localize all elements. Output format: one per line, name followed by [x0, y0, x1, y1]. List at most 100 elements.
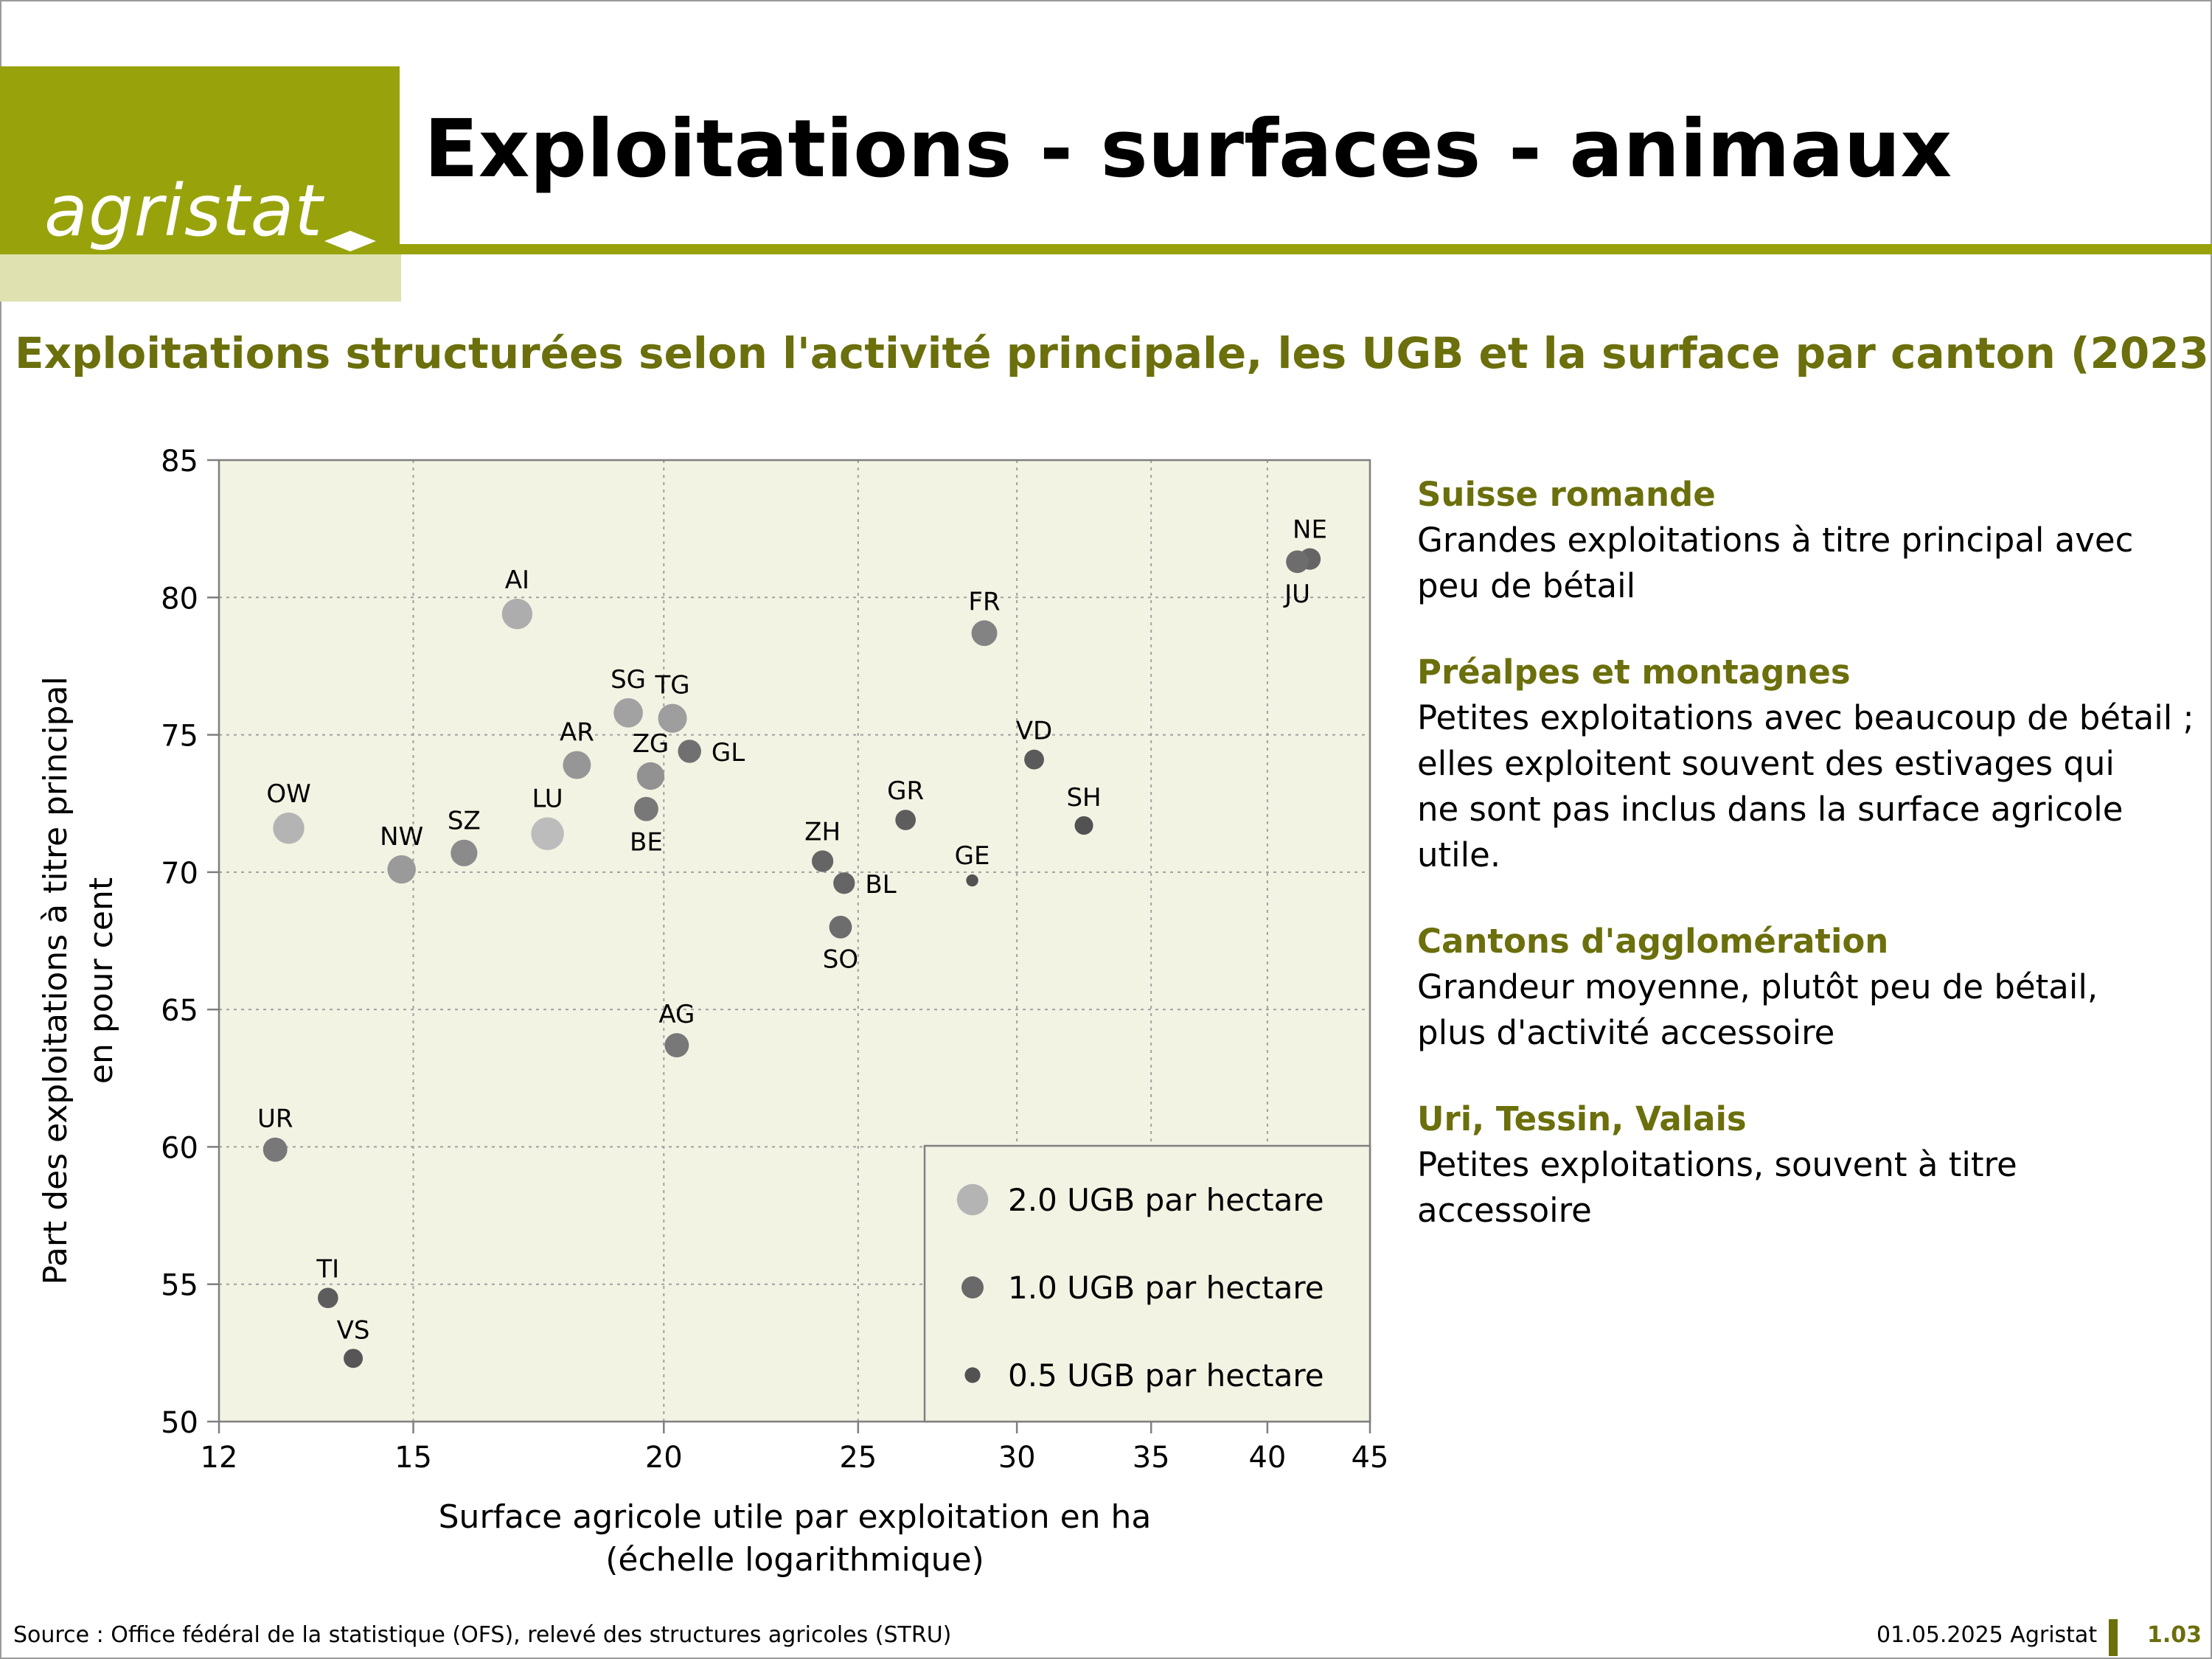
- x-tick-label: 12: [201, 1441, 238, 1475]
- data-point: [501, 598, 533, 630]
- x-tick-label: 25: [839, 1441, 877, 1475]
- legend-label: 0.5 UGB par hectare: [1008, 1357, 1324, 1394]
- data-point: [262, 1137, 288, 1162]
- chart-subtitle: Exploitations structurées selon l'activi…: [15, 328, 2212, 378]
- data-points: NE JU AI FR SG TG AR ZG GL VD BE GR SH OW LU SZ NW ZH GE BL…: [257, 515, 1327, 1368]
- region-description: Petites exploitations, souvent à titre a…: [1417, 1145, 2017, 1230]
- data-point: [633, 796, 658, 821]
- footer-date: 01.05.2025 Agristat: [1877, 1622, 2098, 1648]
- data-point: [563, 751, 591, 779]
- y-tick-label: 80: [161, 582, 198, 616]
- x-tick-label: 20: [645, 1441, 683, 1475]
- point-label: AG: [658, 1000, 695, 1029]
- agristat-logo: agristat: [0, 66, 400, 278]
- region-explanations: Suisse romande Grandes exploitations à t…: [1417, 472, 2199, 1274]
- data-point: [1286, 550, 1309, 574]
- region-description: Grandes exploitations à titre principal …: [1417, 521, 2134, 605]
- data-point: [811, 850, 834, 872]
- data-point: [317, 1287, 338, 1309]
- source-note: Source : Office fédéral de la statistiqu…: [13, 1622, 952, 1648]
- point-label: GL: [712, 738, 745, 768]
- data-point: [895, 810, 917, 830]
- page-title: Exploitations - surfaces - animaux: [424, 103, 1952, 195]
- region-title: Uri, Tessin, Valais: [1417, 1099, 1747, 1138]
- x-tick-label: 40: [1248, 1441, 1286, 1475]
- legend-label: 2.0 UGB par hectare: [1008, 1182, 1324, 1218]
- logo-text: agristat: [44, 170, 324, 252]
- point-label: SZ: [448, 807, 481, 836]
- point-label: VD: [1016, 717, 1052, 746]
- point-label: OW: [266, 779, 310, 809]
- point-label: SH: [1066, 783, 1101, 813]
- point-label: BE: [630, 828, 663, 858]
- y-axis-label-unit: en pour cent: [83, 877, 120, 1084]
- data-point: [971, 620, 998, 647]
- point-label: GR: [887, 776, 924, 806]
- x-tick-label: 35: [1133, 1441, 1170, 1475]
- data-point: [1074, 815, 1093, 835]
- data-point: [344, 1349, 364, 1368]
- data-point: [966, 874, 978, 887]
- data-point: [387, 855, 416, 884]
- page-number: 1.03: [2147, 1622, 2202, 1648]
- x-axis-label-scale: (échelle logarithmique): [605, 1541, 984, 1579]
- point-label: TG: [654, 671, 689, 700]
- data-point: [664, 1033, 689, 1058]
- point-label: VS: [337, 1315, 370, 1345]
- point-label: TI: [316, 1255, 339, 1284]
- y-tick-label: 70: [161, 857, 198, 891]
- legend-label: 1.0 UGB par hectare: [1008, 1270, 1324, 1306]
- x-tick-label: 15: [394, 1441, 432, 1475]
- logo-accent-band: [0, 254, 401, 302]
- y-tick-label: 55: [161, 1269, 198, 1303]
- data-point: [613, 698, 643, 728]
- point-label: UR: [257, 1105, 293, 1134]
- y-tick-label: 75: [161, 720, 198, 754]
- point-label: GE: [955, 841, 990, 871]
- point-label: AR: [560, 718, 594, 748]
- point-label: SO: [823, 945, 858, 975]
- data-point: [1024, 749, 1044, 770]
- data-point: [658, 703, 687, 733]
- point-label: ZH: [804, 817, 841, 846]
- y-tick-label: 85: [161, 445, 198, 479]
- point-label: SG: [611, 665, 646, 695]
- x-tick-label: 30: [998, 1441, 1036, 1475]
- legend-marker: [961, 1276, 984, 1298]
- point-label: NE: [1293, 515, 1327, 545]
- y-axis-label: Part des exploitations à titre principal: [37, 676, 74, 1284]
- point-label: AI: [505, 566, 529, 595]
- legend-marker: [956, 1183, 989, 1216]
- plot-border: [218, 459, 1371, 1423]
- axes: 50 55 60 65 70 75 80 85 12 15 20 25 30 35 40 45: [161, 445, 1388, 1475]
- footer-divider: [2109, 1619, 2118, 1656]
- region-description: Grandeur moyenne, plutôt peu de bétail, …: [1417, 967, 2098, 1052]
- x-tick-label: 45: [1352, 1441, 1389, 1475]
- region-group-agglomeration: Cantons d'agglomération Grandeur moyenne…: [1417, 919, 2199, 1056]
- data-point: [829, 916, 852, 939]
- data-point: [531, 817, 564, 850]
- data-point: [451, 839, 478, 866]
- legend-box: [923, 1144, 1371, 1423]
- y-tick-label: 65: [161, 994, 198, 1028]
- region-group-romande: Suisse romande Grandes exploitations à t…: [1417, 472, 2199, 609]
- point-label: BL: [865, 870, 896, 900]
- point-label: LU: [532, 784, 563, 813]
- header-rule: [400, 244, 2212, 254]
- region-title: Cantons d'agglomération: [1417, 922, 1889, 961]
- region-group-prealpes: Préalpes et montagnes Petites exploitati…: [1417, 650, 2199, 878]
- size-legend: 2.0 UGB par hectare 1.0 UGB par hectare 0.…: [923, 1144, 1371, 1423]
- data-point: [833, 872, 855, 894]
- point-label: JU: [1283, 580, 1310, 609]
- region-title: Suisse romande: [1417, 475, 1716, 514]
- data-point: [273, 813, 305, 844]
- data-point: [636, 762, 665, 790]
- x-axis-label: Surface agricole utile par exploitation …: [439, 1498, 1152, 1536]
- region-group-uri-tessin-valais: Uri, Tessin, Valais Petites exploitation…: [1417, 1096, 2199, 1234]
- point-label: ZG: [633, 729, 669, 759]
- scatter-chart: 50 55 60 65 70 75 80 85 12 15 20 25 30 35 40 45 NE JU AI F…: [37, 445, 1388, 1579]
- y-tick-label: 50: [161, 1406, 198, 1440]
- y-tick-label: 60: [161, 1131, 198, 1165]
- region-description: Petites exploitations avec beaucoup de b…: [1417, 698, 2194, 874]
